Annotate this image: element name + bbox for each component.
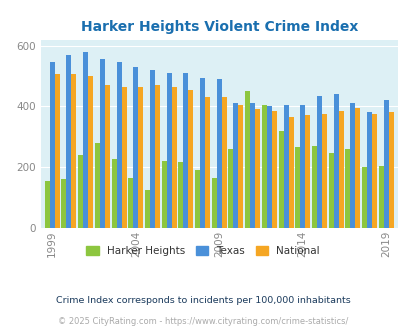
Bar xyxy=(249,103,254,228)
Bar xyxy=(271,111,276,228)
Bar xyxy=(228,149,233,228)
Bar xyxy=(66,55,71,228)
Bar xyxy=(71,75,76,228)
Bar xyxy=(288,117,293,228)
Bar xyxy=(45,181,50,228)
Bar xyxy=(299,105,305,228)
Bar xyxy=(166,73,171,228)
Bar xyxy=(138,86,143,228)
Bar xyxy=(200,78,205,228)
Bar xyxy=(149,70,155,228)
Bar xyxy=(55,75,60,228)
Bar xyxy=(145,190,149,228)
Text: © 2025 CityRating.com - https://www.cityrating.com/crime-statistics/: © 2025 CityRating.com - https://www.city… xyxy=(58,317,347,326)
Bar xyxy=(305,115,309,228)
Bar xyxy=(338,111,343,228)
Bar xyxy=(350,103,354,228)
Bar xyxy=(95,143,100,228)
Bar xyxy=(211,178,216,228)
Bar xyxy=(183,73,188,228)
Bar xyxy=(354,108,359,228)
Bar xyxy=(221,97,226,228)
Bar xyxy=(311,146,316,228)
Bar xyxy=(61,179,66,228)
Bar xyxy=(266,106,271,228)
Bar xyxy=(344,149,350,228)
Bar xyxy=(155,85,160,228)
Title: Harker Heights Violent Crime Index: Harker Heights Violent Crime Index xyxy=(80,20,357,34)
Bar xyxy=(294,147,299,228)
Bar xyxy=(238,105,243,228)
Bar xyxy=(161,161,166,228)
Bar xyxy=(378,166,383,228)
Bar xyxy=(100,59,104,228)
Bar xyxy=(333,94,338,228)
Bar xyxy=(216,79,221,228)
Bar xyxy=(321,114,326,228)
Bar xyxy=(128,178,133,228)
Bar xyxy=(194,170,200,228)
Bar xyxy=(245,91,249,228)
Bar xyxy=(104,85,110,228)
Bar xyxy=(188,90,193,228)
Text: Crime Index corresponds to incidents per 100,000 inhabitants: Crime Index corresponds to incidents per… xyxy=(55,296,350,305)
Bar xyxy=(171,86,176,228)
Bar xyxy=(371,114,376,228)
Bar xyxy=(133,67,138,228)
Bar xyxy=(205,97,209,228)
Bar xyxy=(254,109,260,228)
Bar xyxy=(283,105,288,228)
Bar xyxy=(261,105,266,228)
Bar xyxy=(383,100,388,228)
Bar xyxy=(366,113,371,228)
Bar xyxy=(178,162,183,228)
Bar xyxy=(116,62,121,228)
Bar xyxy=(388,113,393,228)
Bar xyxy=(316,96,321,228)
Bar xyxy=(88,76,93,228)
Bar xyxy=(121,86,126,228)
Bar xyxy=(278,131,283,228)
Bar xyxy=(361,167,366,228)
Bar xyxy=(111,159,116,228)
Bar xyxy=(328,153,333,228)
Bar xyxy=(78,155,83,228)
Bar xyxy=(83,52,88,228)
Legend: Harker Heights, Texas, National: Harker Heights, Texas, National xyxy=(82,242,323,260)
Bar xyxy=(233,103,238,228)
Bar xyxy=(50,62,55,228)
